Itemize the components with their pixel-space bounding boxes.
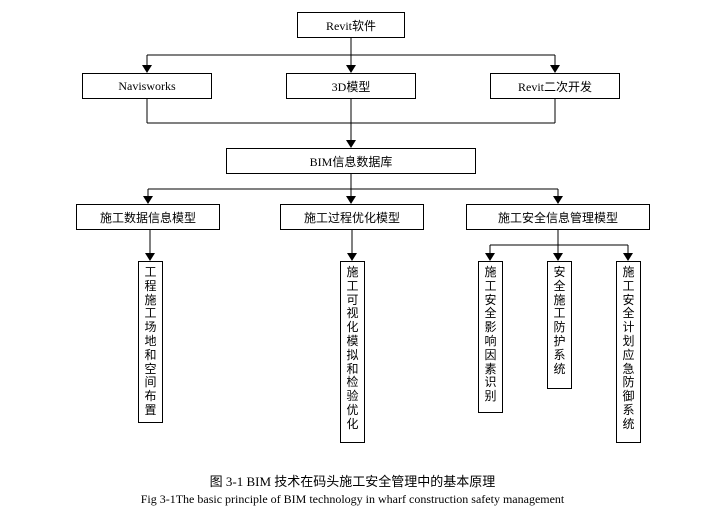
node-n4: BIM信息数据库 bbox=[226, 148, 476, 174]
caption-zh: 图 3-1 BIM 技术在码头施工安全管理中的基本原理 bbox=[0, 471, 705, 490]
node-v2: 施工可视化模拟和检验优化 bbox=[340, 261, 365, 443]
node-n7: 施工安全信息管理模型 bbox=[466, 204, 650, 230]
node-v1: 工程施工场地和空间布置 bbox=[138, 261, 163, 423]
node-label: 安全施工防护系统 bbox=[554, 266, 566, 376]
node-n2: 3D模型 bbox=[286, 73, 416, 99]
node-label: 施工可视化模拟和检验优化 bbox=[347, 266, 359, 432]
node-n6: 施工过程优化模型 bbox=[280, 204, 424, 230]
flowchart: Revit软件Navisworks3D模型Revit二次开发BIM信息数据库施工… bbox=[0, 0, 705, 506]
caption-en: Fig 3-1The basic principle of BIM techno… bbox=[0, 492, 705, 507]
node-v5: 施工安全计划应急防御系统 bbox=[616, 261, 641, 443]
node-label: 工程施工场地和空间布置 bbox=[145, 266, 157, 418]
node-v4: 安全施工防护系统 bbox=[547, 261, 572, 389]
node-label: 施工安全计划应急防御系统 bbox=[623, 266, 635, 432]
node-n1: Navisworks bbox=[82, 73, 212, 99]
node-n0: Revit软件 bbox=[297, 12, 405, 38]
node-n5: 施工数据信息模型 bbox=[76, 204, 220, 230]
node-v3: 施工安全影响因素识别 bbox=[478, 261, 503, 413]
node-n3: Revit二次开发 bbox=[490, 73, 620, 99]
node-label: 施工安全影响因素识别 bbox=[485, 266, 497, 404]
